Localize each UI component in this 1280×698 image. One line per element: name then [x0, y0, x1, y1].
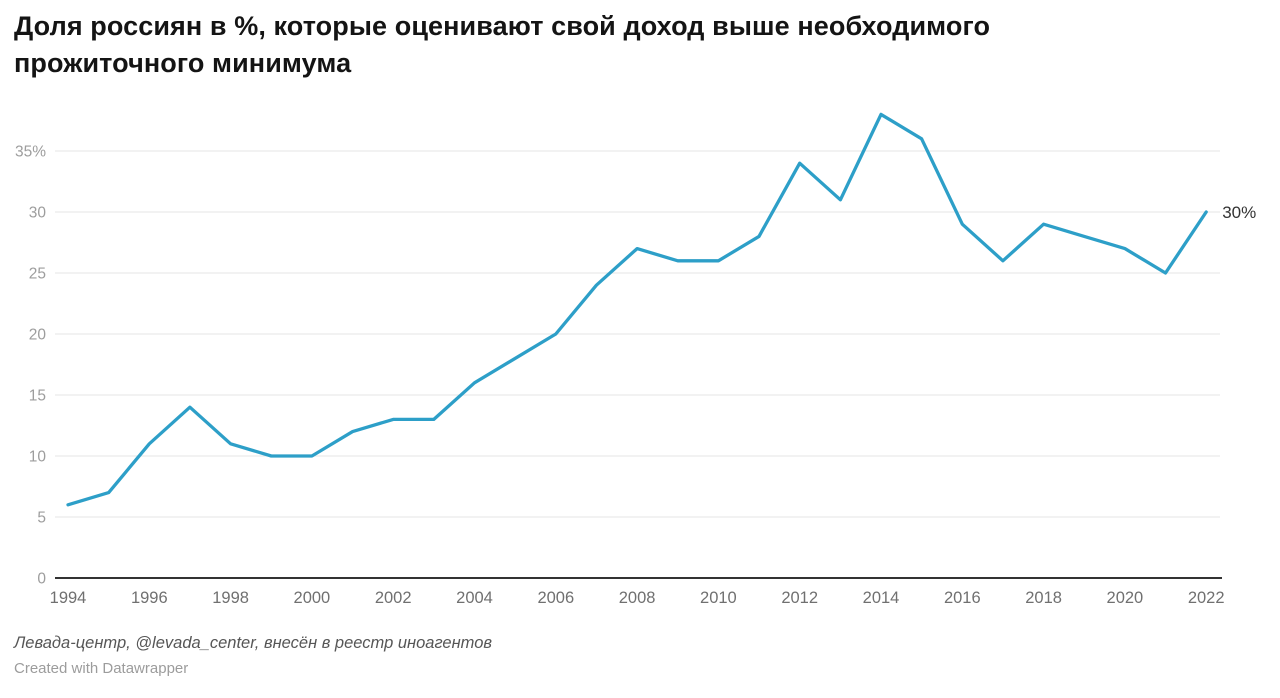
y-tick-label: 25 [29, 266, 46, 283]
x-tick-label: 2014 [863, 589, 900, 607]
x-tick-label: 2018 [1025, 589, 1062, 607]
x-tick-label: 2006 [537, 589, 574, 607]
y-tick-label: 10 [29, 449, 47, 466]
y-tick-label: 15 [29, 388, 46, 405]
x-tick-label: 2004 [456, 589, 493, 607]
y-tick-label: 30 [29, 205, 47, 222]
x-tick-label: 2000 [294, 589, 331, 607]
x-tick-label: 1998 [212, 589, 249, 607]
x-tick-label: 2012 [781, 589, 818, 607]
x-tick-label: 2020 [1107, 589, 1144, 607]
line-chart: 0 5 10 15 20 25 30 35% 1994 1996 1998 2000 2002 2004 2… [15, 112, 1256, 607]
x-tick-label: 2002 [375, 589, 412, 607]
x-tick-label: 1996 [131, 589, 168, 607]
x-tick-label: 1994 [50, 589, 87, 607]
datawrapper-credit: Created with Datawrapper [14, 660, 189, 677]
x-tick-label: 2022 [1188, 589, 1225, 607]
trend-line [66, 112, 1208, 507]
y-tick-label: 20 [29, 327, 47, 344]
y-tick-label: 5 [37, 510, 46, 527]
x-tick-label: 2010 [700, 589, 737, 607]
x-tick-label: 2008 [619, 589, 656, 607]
source-note: Левада-центр, @levada_center, внесён в р… [14, 634, 493, 652]
chart-title: Доля россиян в %, которые оценивают свой… [14, 11, 991, 78]
y-tick-label: 35% [15, 144, 46, 161]
y-tick-label: 0 [37, 571, 46, 588]
end-value-label: 30% [1222, 203, 1256, 222]
line-chart-canvas: 0 5 10 15 20 25 30 35% 1994 1996 1998 2000 2002 2004 2… [15, 112, 1256, 607]
x-tick-label: 2016 [944, 589, 981, 607]
